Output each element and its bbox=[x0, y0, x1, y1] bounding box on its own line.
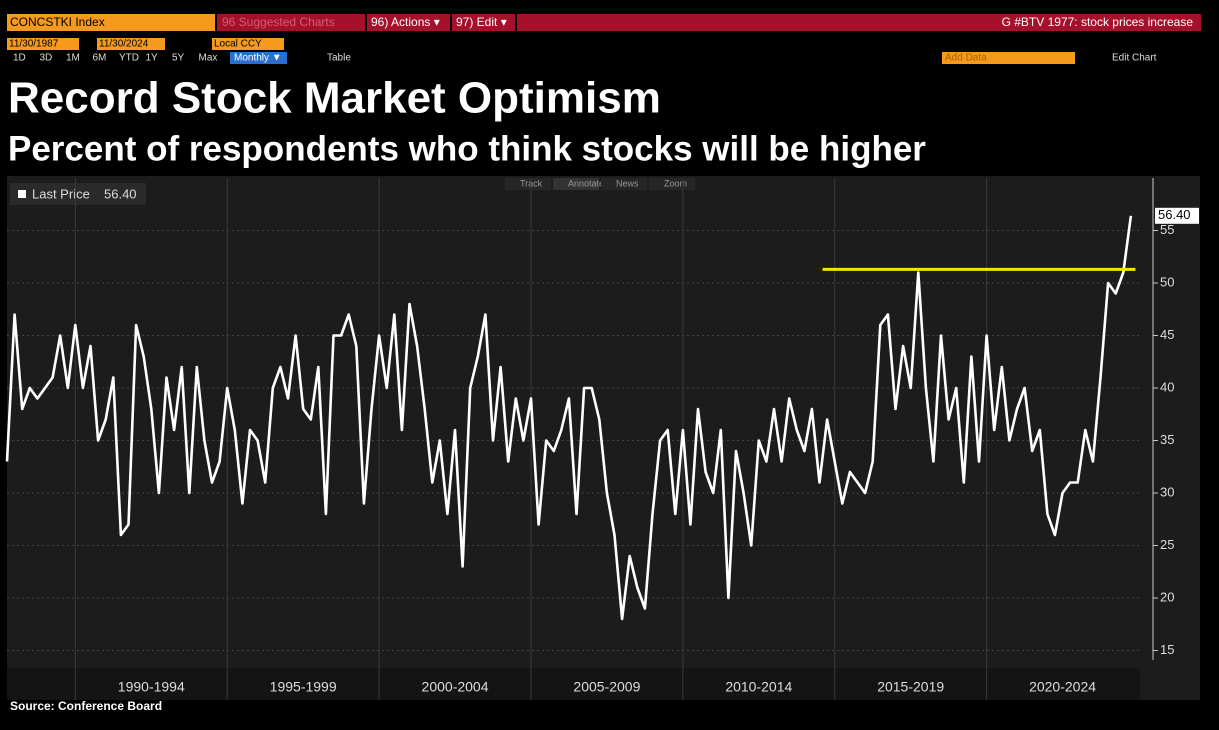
legend-swatch bbox=[18, 190, 26, 198]
period-button[interactable]: 1Y bbox=[146, 53, 159, 64]
source: Source: Conference Board bbox=[10, 699, 162, 713]
y-tick-label: 30 bbox=[1160, 484, 1174, 499]
chart-tool[interactable] bbox=[553, 178, 599, 190]
chart-tool[interactable] bbox=[649, 178, 695, 190]
frequency[interactable]: Monthly ▼ bbox=[234, 53, 282, 64]
start-date-field[interactable] bbox=[7, 38, 79, 50]
frequency-field[interactable] bbox=[230, 52, 287, 64]
chart-title: Record Stock Market Optimism bbox=[8, 74, 661, 123]
y-tick-label: 35 bbox=[1160, 432, 1174, 447]
currency-field[interactable] bbox=[212, 38, 284, 50]
suggested[interactable]: 96 Suggested Charts bbox=[222, 15, 335, 29]
y-tick-label: 45 bbox=[1160, 327, 1174, 342]
edit-chart[interactable]: Edit Chart bbox=[1112, 53, 1157, 64]
y-tick-label: 50 bbox=[1160, 274, 1174, 289]
y-tick-label: 55 bbox=[1160, 222, 1174, 237]
table-button[interactable]: Table bbox=[327, 53, 351, 64]
headline[interactable]: G #BTV 1977: stock prices increase bbox=[1002, 15, 1194, 29]
period-button[interactable]: 5Y bbox=[172, 53, 185, 64]
end-date[interactable]: 11/30/2024 bbox=[99, 39, 149, 50]
chart-tool[interactable] bbox=[505, 178, 551, 190]
period-button[interactable]: 3D bbox=[40, 53, 53, 64]
edit-button[interactable] bbox=[452, 14, 515, 31]
chart-tool-label[interactable]: News bbox=[616, 178, 639, 188]
chart-subtitle: Percent of respondents who think stocks … bbox=[8, 129, 926, 168]
last-price-box bbox=[1155, 207, 1199, 224]
plot-area bbox=[7, 176, 1200, 700]
x-tick-label: 2015-2019 bbox=[877, 679, 944, 695]
period-button[interactable]: 1D bbox=[13, 53, 26, 64]
ticker[interactable]: CONCSTKI Index bbox=[10, 15, 105, 29]
last-price-label: 56.40 bbox=[1158, 207, 1191, 222]
add-data[interactable]: Add Data bbox=[945, 53, 987, 64]
currency[interactable]: Local CCY bbox=[214, 39, 262, 50]
legend bbox=[10, 183, 146, 205]
x-tick-label: 2010-2014 bbox=[725, 679, 792, 695]
x-tick-label: 2005-2009 bbox=[573, 679, 640, 695]
suggested-button[interactable] bbox=[217, 14, 365, 31]
chart-tool-label[interactable]: Zoom bbox=[664, 178, 687, 188]
headline-bar bbox=[517, 14, 1201, 31]
chart-tool-label[interactable]: Annotate bbox=[568, 178, 604, 188]
x-tick-label: 1995-1999 bbox=[270, 679, 337, 695]
data-line bbox=[5, 215, 1133, 621]
y-tick-label: 40 bbox=[1160, 379, 1174, 394]
actions-button[interactable] bbox=[367, 14, 450, 31]
legend-label: Last Price bbox=[32, 186, 90, 201]
edit[interactable]: 97) Edit ▾ bbox=[456, 15, 507, 29]
chart-tool[interactable] bbox=[601, 178, 647, 190]
ticker-field[interactable] bbox=[7, 14, 215, 31]
period-button[interactable]: 1M bbox=[66, 53, 80, 64]
x-tick-label: 2000-2004 bbox=[422, 679, 489, 695]
period-button[interactable]: 6M bbox=[93, 53, 107, 64]
legend-value: 56.40 bbox=[104, 186, 137, 201]
actions[interactable]: 96) Actions ▾ bbox=[371, 15, 440, 29]
period-button[interactable]: YTD bbox=[119, 53, 139, 64]
x-tick-label: 1990-1994 bbox=[118, 679, 185, 695]
y-tick-label: 25 bbox=[1160, 537, 1174, 552]
start-date[interactable]: 11/30/1987 bbox=[9, 39, 59, 50]
period-button[interactable]: Max bbox=[199, 53, 218, 64]
end-date-field[interactable] bbox=[97, 38, 165, 50]
y-tick-label: 20 bbox=[1160, 589, 1174, 604]
add-data-field[interactable] bbox=[942, 52, 1075, 64]
y-tick-label: 15 bbox=[1160, 642, 1174, 657]
x-tick-label: 2020-2024 bbox=[1029, 679, 1096, 695]
x-axis-band bbox=[7, 668, 1140, 700]
